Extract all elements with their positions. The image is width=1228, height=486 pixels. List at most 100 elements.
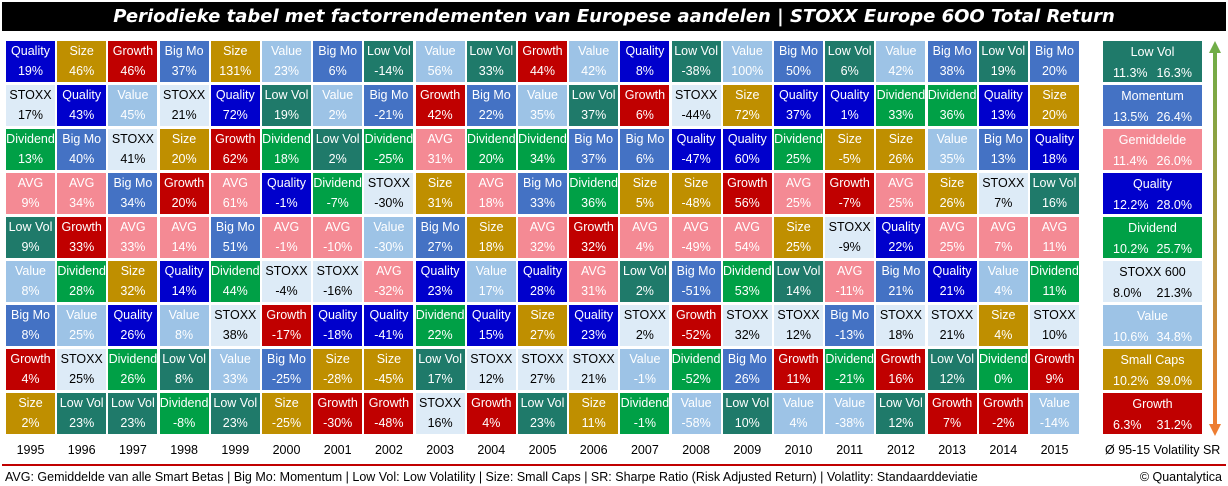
- factor-return: 7%: [943, 416, 962, 430]
- factor-name: STOXX: [316, 265, 359, 278]
- factor-return: 35%: [529, 108, 556, 122]
- factor-return: 4%: [994, 284, 1013, 298]
- factor-return: -48%: [374, 416, 404, 430]
- factor-name: Quality: [1035, 133, 1074, 146]
- factor-cell: AVG 25%: [876, 173, 926, 214]
- factor-name: Value: [117, 89, 149, 102]
- factor-return: -10%: [323, 240, 353, 254]
- summary-name: Momentum: [1121, 89, 1184, 103]
- factor-return: 23%: [120, 416, 146, 430]
- factor-name: AVG: [888, 177, 914, 190]
- factor-cell: Size 131%: [210, 41, 260, 82]
- factor-cell: Value 33%: [210, 349, 260, 390]
- factor-name: Size: [223, 45, 248, 58]
- factor-name: Big Mo: [625, 133, 665, 146]
- factor-return: 23%: [69, 416, 95, 430]
- factor-cell: AVG -1%: [262, 217, 311, 258]
- factor-return: 20%: [478, 152, 504, 166]
- factor-return: 16%: [1041, 196, 1068, 210]
- factor-cell: STOXX 10%: [1030, 305, 1079, 346]
- factor-cell: Big Mo -21%: [364, 85, 414, 126]
- factor-name: AVG: [273, 221, 300, 234]
- factor-cell: STOXX 21%: [159, 85, 209, 126]
- factor-return: 22%: [427, 328, 453, 342]
- factor-return: 38%: [939, 64, 965, 78]
- factor-return: 17%: [427, 372, 453, 386]
- factor-name: Quality: [11, 45, 50, 58]
- factor-name: STOXX: [470, 353, 513, 366]
- factor-name: Value: [1038, 397, 1071, 410]
- factor-name: Size: [18, 397, 43, 410]
- factor-return: -14%: [374, 64, 404, 78]
- factor-return: 8%: [175, 328, 194, 342]
- factor-name: STOXX: [367, 177, 410, 190]
- factor-name: Dividend: [620, 397, 670, 410]
- factor-return: 23%: [273, 64, 300, 78]
- factor-cell: Big Mo 21%: [876, 261, 926, 302]
- factor-return: 6%: [635, 152, 654, 166]
- summary-name: Low Vol: [1130, 45, 1175, 59]
- factor-return: 26%: [120, 328, 146, 342]
- factor-cell: Quality 28%: [518, 261, 567, 302]
- summary-average: 10.6%: [1113, 330, 1149, 344]
- factor-return: 13%: [990, 152, 1016, 166]
- summary-average: 10.2%: [1113, 242, 1149, 256]
- factor-name: Size: [120, 265, 146, 278]
- factor-cell: Quality 37%: [774, 85, 823, 126]
- factor-name: STOXX: [726, 309, 769, 322]
- factor-return: 42%: [581, 64, 607, 78]
- factor-cell: Dividend 33%: [876, 85, 926, 126]
- factor-name: Big Mo: [164, 45, 204, 58]
- factor-name: AVG: [1041, 221, 1068, 234]
- factor-name: AVG: [120, 221, 146, 234]
- factor-cell: STOXX -30%: [364, 173, 414, 214]
- factor-return: 60%: [734, 152, 760, 166]
- factor-name: Size: [274, 397, 299, 410]
- factor-return: -38%: [835, 416, 865, 430]
- year-label: 1998: [170, 443, 198, 457]
- factor-name: AVG: [222, 177, 249, 190]
- factor-return: 27%: [427, 240, 453, 254]
- year-label: 1999: [221, 443, 250, 457]
- factor-name: Big Mo: [830, 309, 870, 322]
- summary-name: Small Caps: [1120, 353, 1185, 367]
- factor-return: 44%: [529, 64, 556, 78]
- factor-return: 18%: [273, 152, 300, 166]
- factor-return: 23%: [222, 416, 248, 430]
- factor-name: Growth: [215, 133, 256, 146]
- factor-cell: Dividend 18%: [262, 129, 311, 170]
- factor-name: Big Mo: [267, 353, 306, 366]
- factor-name: STOXX: [879, 309, 922, 322]
- factor-name: Value: [834, 397, 866, 410]
- factor-cell: Quality -18%: [313, 305, 363, 346]
- factor-cell: Size 5%: [620, 173, 670, 214]
- summary-volatility: 34.8%: [1156, 330, 1192, 344]
- factor-return: 19%: [990, 64, 1016, 78]
- factor-name: STOXX: [982, 177, 1025, 190]
- summary-volatility: 28.0%: [1156, 198, 1192, 212]
- factor-cell: Big Mo 38%: [927, 41, 977, 82]
- factor-cell: Quality 8%: [620, 41, 670, 82]
- factor-cell: Value 25%: [57, 305, 107, 346]
- factor-return: 12%: [888, 416, 914, 430]
- factor-name: Size: [325, 353, 350, 366]
- factor-name: AVG: [376, 265, 402, 278]
- factor-name: AVG: [324, 221, 351, 234]
- factor-cell: Growth 4%: [6, 349, 55, 390]
- factor-cell: Value 23%: [262, 41, 311, 82]
- factor-name: AVG: [683, 221, 709, 234]
- factor-cell: Big Mo 37%: [569, 129, 619, 170]
- factor-cell: Quality -41%: [364, 305, 414, 346]
- factor-name: Size: [171, 133, 197, 146]
- factor-cell: Value 17%: [466, 261, 516, 302]
- summary-name: STOXX 600: [1119, 265, 1186, 279]
- factor-name: Growth: [931, 397, 973, 410]
- factor-name: Low Vol: [520, 397, 565, 410]
- factor-cell: Dividend 0%: [978, 349, 1028, 390]
- factor-cell: Value -38%: [825, 393, 875, 434]
- factor-return: 23%: [581, 328, 607, 342]
- factor-cell: Value 35%: [927, 129, 977, 170]
- factor-return: 33%: [222, 372, 248, 386]
- factor-return: 61%: [222, 196, 248, 210]
- factor-return: 33%: [478, 64, 504, 78]
